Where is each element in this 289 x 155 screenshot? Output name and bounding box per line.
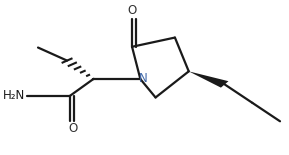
Text: O: O	[68, 122, 77, 135]
Text: H₂N: H₂N	[3, 89, 25, 102]
Polygon shape	[189, 71, 229, 88]
Text: N: N	[139, 72, 147, 85]
Text: O: O	[127, 4, 137, 17]
